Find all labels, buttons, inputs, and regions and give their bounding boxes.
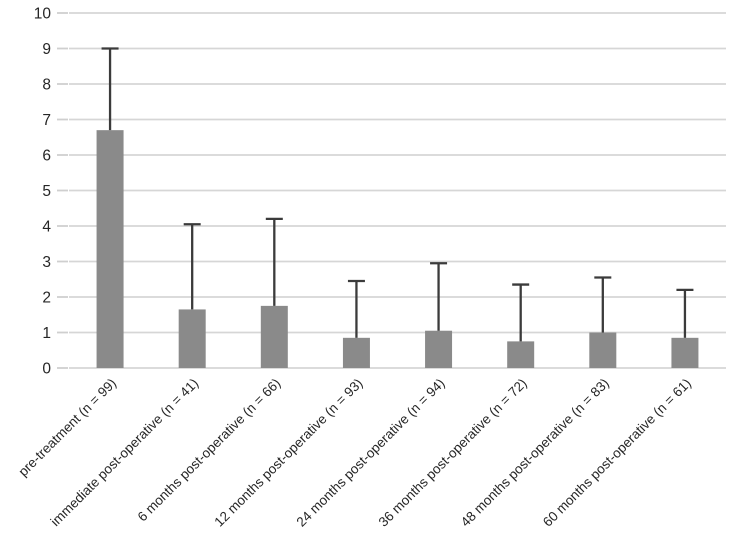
y-tick-label: 6 (42, 148, 51, 165)
bar (507, 341, 535, 368)
x-tick-label: 24 months post-operative (n = 94) (294, 376, 448, 530)
y-tick-label: 3 (42, 254, 51, 271)
bar (96, 130, 124, 368)
x-tick-label: 6 months post-operative (n = 66) (135, 376, 284, 525)
bar (425, 330, 453, 368)
y-tick-label: 10 (34, 6, 52, 23)
y-tick-label: 5 (42, 183, 51, 200)
x-tick-label: 36 months post-operative (n = 72) (376, 376, 530, 530)
y-tick-label: 4 (42, 219, 51, 236)
bar (671, 337, 699, 368)
y-tick-label: 9 (42, 41, 51, 58)
bar (260, 305, 288, 368)
bar (178, 309, 206, 368)
x-tick-label: immediate post-operative (n = 41) (48, 376, 202, 530)
x-tick-label: 48 months post-operative (n = 83) (458, 376, 612, 530)
x-tick-label: 12 months post-operative (n = 93) (211, 376, 365, 530)
y-tick-label: 2 (42, 290, 51, 307)
y-tick-label: 8 (42, 77, 51, 94)
y-tick-label: 1 (42, 325, 51, 342)
bar (342, 337, 370, 368)
bar (589, 332, 617, 368)
x-tick-label: 60 months post-operative (n = 61) (540, 376, 694, 530)
y-tick-label: 0 (42, 361, 51, 378)
y-tick-label: 7 (42, 112, 51, 129)
